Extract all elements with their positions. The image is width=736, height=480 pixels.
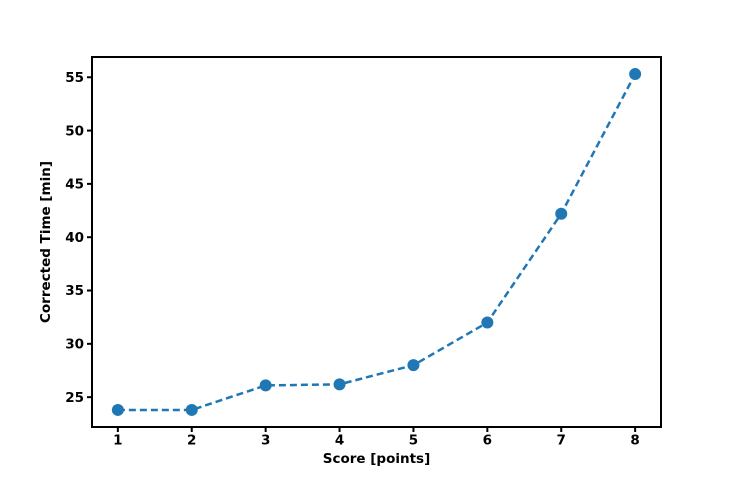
x-tick-label: 4 — [335, 433, 344, 449]
y-tick-label: 30 — [65, 337, 84, 353]
x-tick-label: 5 — [409, 433, 418, 449]
y-tick-label: 25 — [65, 390, 84, 406]
data-point — [111, 403, 124, 416]
data-point — [259, 379, 272, 392]
x-tick-label: 2 — [187, 433, 196, 449]
y-tick-label: 50 — [65, 123, 84, 139]
data-point — [333, 378, 346, 391]
y-tick-label: 55 — [65, 70, 84, 86]
y-axis-label: Corrected Time [min] — [38, 160, 54, 324]
axes-spines — [91, 56, 662, 428]
plot-area — [92, 57, 661, 427]
data-point — [407, 359, 420, 372]
x-tick-label: 7 — [557, 433, 566, 449]
y-tick-label: 40 — [65, 230, 84, 246]
data-point — [555, 207, 568, 220]
data-point — [481, 316, 494, 329]
x-tick-label: 8 — [630, 433, 639, 449]
y-tick-label: 45 — [65, 177, 84, 193]
data-line — [117, 73, 637, 412]
data-point — [629, 68, 642, 81]
y-tick-label: 35 — [65, 283, 84, 299]
x-tick-label: 1 — [113, 433, 122, 449]
x-tick-label: 3 — [261, 433, 270, 449]
x-tick-label: 6 — [483, 433, 492, 449]
x-axis-label: Score [points] — [322, 451, 431, 467]
data-point — [185, 403, 198, 416]
